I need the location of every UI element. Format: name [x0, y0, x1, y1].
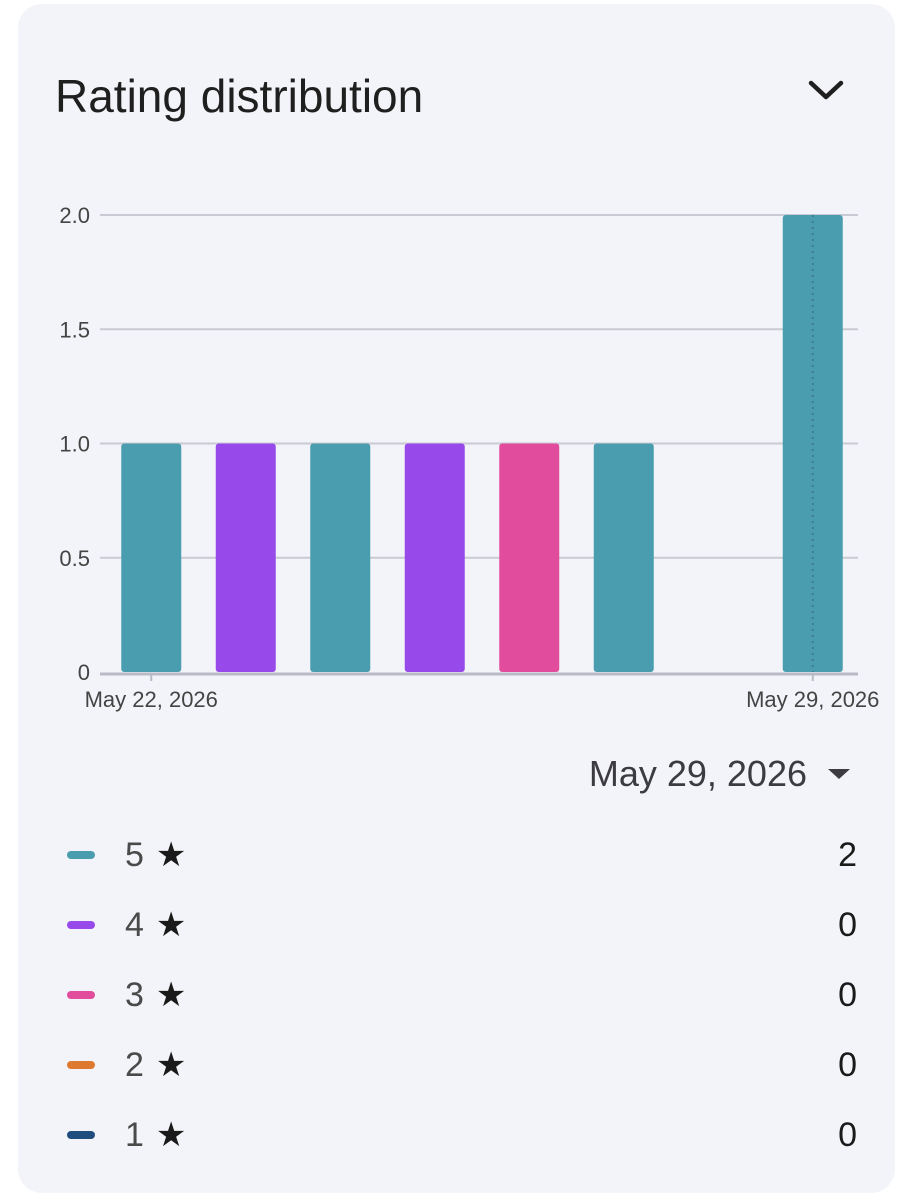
legend-label: 4 ★ [125, 903, 186, 947]
y-tick-label: 1.5 [59, 317, 90, 342]
bar-2026-05-23 [215, 443, 276, 672]
x-tick-label: May 29, 2026 [746, 687, 879, 712]
legend-count: 2 [838, 836, 857, 874]
legend-rating: 4 [125, 906, 144, 944]
legend-count: 0 [838, 906, 857, 944]
star-icon: ★ [155, 1046, 187, 1084]
rating-bar-chart: 0 0.5 1.0 1.5 2.0 May 22, 2026 May 29, 2026 [59, 203, 879, 712]
legend-swatch [67, 921, 95, 929]
date-selector-value: May 29, 2026 [588, 753, 807, 794]
legend-item-2-star: 2 ★ 0 [18, 1029, 895, 1099]
legend-rating: 2 [125, 1046, 144, 1084]
star-icon: ★ [155, 1116, 187, 1154]
y-tick-label: 0 [78, 660, 90, 685]
y-tick-label: 2.0 [59, 203, 90, 228]
legend-label: 2 ★ [125, 1043, 186, 1087]
y-tick-label: 0.5 [59, 546, 90, 571]
x-tick-label: May 22, 2026 [85, 687, 218, 712]
legend-count: 0 [838, 1046, 857, 1084]
bar-2026-05-27 [593, 443, 654, 672]
collapse-button[interactable] [798, 62, 854, 118]
rating-distribution-card: Rating distribution 0 0.5 1.0 1.5 2.0 May 22,… [18, 4, 895, 1193]
bar-2026-05-24 [310, 443, 371, 672]
legend-rating: 1 [125, 1116, 144, 1154]
chevron-down-icon [808, 80, 844, 100]
star-icon: ★ [155, 906, 187, 944]
legend-rating: 5 [125, 836, 144, 874]
legend-item-5-star: 5 ★ 2 [18, 819, 895, 889]
star-icon: ★ [155, 976, 187, 1014]
bar-2026-05-25 [404, 443, 465, 672]
legend-label: 3 ★ [125, 973, 186, 1017]
bar-2026-05-22 [121, 443, 182, 672]
legend-swatch [67, 991, 95, 999]
legend-swatch [67, 1131, 95, 1139]
card-title: Rating distribution [55, 70, 424, 122]
legend-label: 5 ★ [125, 833, 186, 877]
legend-count: 0 [838, 976, 857, 1014]
legend-item-1-star: 1 ★ 0 [18, 1099, 895, 1169]
dropdown-arrow-icon [828, 769, 850, 779]
legend-label: 1 ★ [125, 1113, 186, 1157]
y-tick-label: 1.0 [59, 432, 90, 457]
legend-swatch [67, 851, 95, 859]
date-selector[interactable]: May 29, 2026 [589, 749, 851, 799]
bar-2026-05-26 [499, 443, 560, 672]
legend-item-4-star: 4 ★ 0 [18, 889, 895, 959]
rating-legend: 5 ★ 2 4 ★ 0 3 ★ 0 2 ★ 0 1 ★ 0 [18, 819, 895, 1169]
legend-count: 0 [838, 1116, 857, 1154]
legend-swatch [67, 1061, 95, 1069]
legend-rating: 3 [125, 976, 144, 1014]
legend-item-3-star: 3 ★ 0 [18, 959, 895, 1029]
star-icon: ★ [155, 836, 187, 874]
